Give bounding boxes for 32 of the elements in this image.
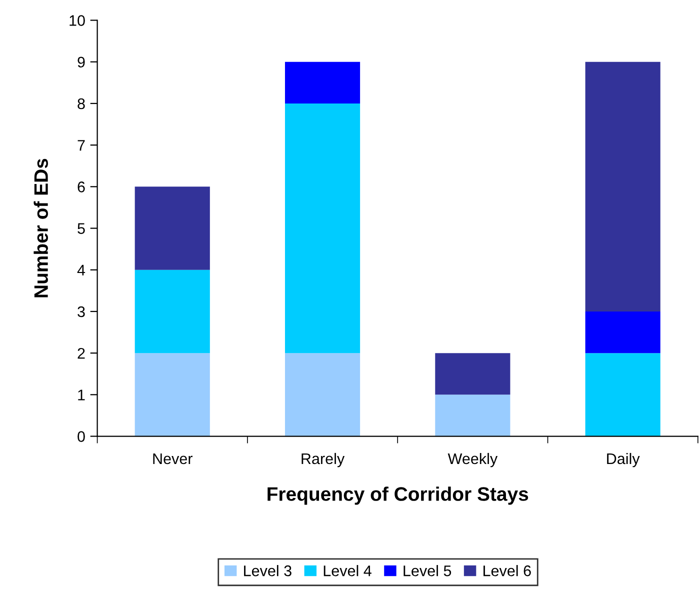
legend-label: Level 4 xyxy=(324,565,372,576)
y-tick-label: 0 xyxy=(78,431,85,442)
y-tick-label: 9 xyxy=(78,56,85,68)
legend-label: Level 3 xyxy=(244,565,292,576)
x-axis-title: Frequency of Corridor Stays xyxy=(268,486,528,505)
bar xyxy=(134,353,210,436)
y-tick-label: 6 xyxy=(78,182,85,192)
bar xyxy=(284,103,360,354)
legend-label: Level 6 xyxy=(484,565,531,576)
legend-label: Level 5 xyxy=(404,565,452,576)
y-tick-label: 8 xyxy=(78,98,85,110)
bar xyxy=(284,353,360,436)
y-tick-label: 7 xyxy=(78,140,85,151)
y-axis-title: Number of EDs xyxy=(34,158,48,298)
y-tick-label: 1 xyxy=(78,390,85,400)
bar xyxy=(284,62,360,104)
bar xyxy=(585,62,660,312)
bar xyxy=(134,270,210,354)
y-tick-label: 5 xyxy=(78,223,85,234)
x-tick-label: Never xyxy=(153,454,192,464)
bar xyxy=(585,311,660,354)
y-tick-label: 2 xyxy=(78,348,85,359)
y-tick-label: 10 xyxy=(70,15,85,26)
x-tick-label: Daily xyxy=(607,452,640,468)
bar xyxy=(585,353,660,436)
x-tick-label: Rarely xyxy=(302,452,345,468)
bar xyxy=(435,353,510,395)
bar xyxy=(435,394,510,436)
y-tick-label: 3 xyxy=(78,306,85,318)
bar xyxy=(134,186,210,270)
x-tick-label: Weekly xyxy=(448,452,498,468)
y-tick-label: 4 xyxy=(77,264,86,276)
